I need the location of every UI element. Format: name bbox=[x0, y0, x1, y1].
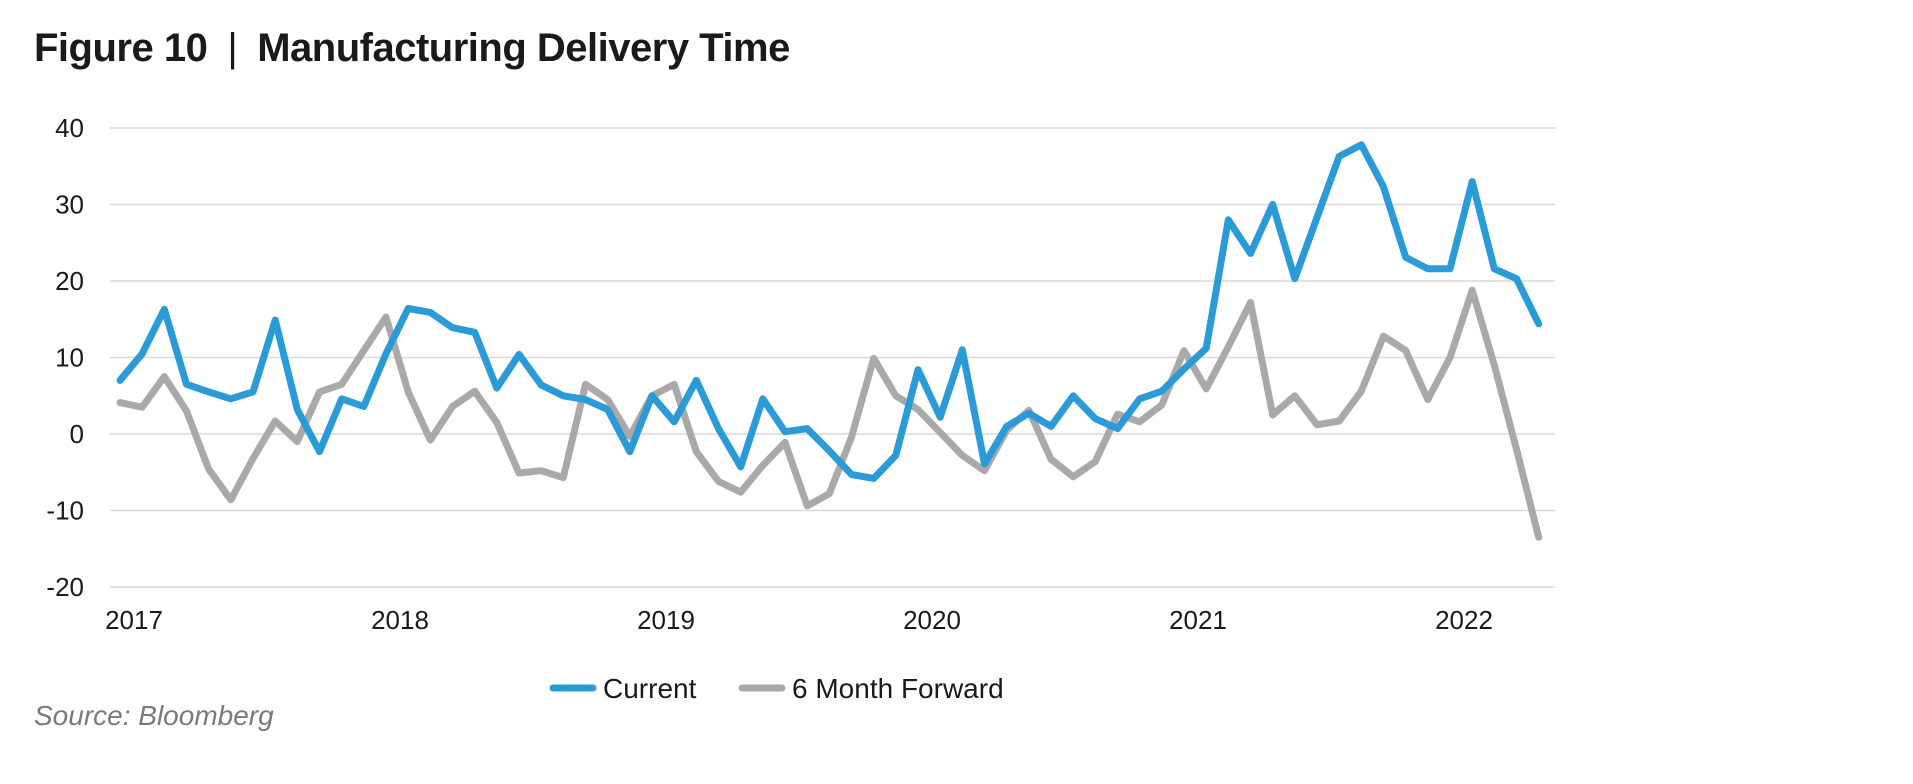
x-tick-label: 2019 bbox=[637, 605, 695, 635]
x-tick-label: 2018 bbox=[371, 605, 429, 635]
y-tick-label: 0 bbox=[70, 419, 84, 449]
x-tick-label: 2021 bbox=[1169, 605, 1227, 635]
y-tick-label: 20 bbox=[55, 266, 84, 296]
x-tick-label: 2017 bbox=[105, 605, 163, 635]
y-tick-label: -20 bbox=[46, 572, 84, 602]
legend-label-6-month-forward: 6 Month Forward bbox=[792, 673, 1004, 704]
title-divider: | bbox=[227, 26, 238, 70]
chart-title: Figure 10 | Manufacturing Delivery Time bbox=[34, 26, 790, 71]
figure-title: Manufacturing Delivery Time bbox=[257, 26, 790, 70]
series-line-current bbox=[116, 141, 1543, 482]
x-tick-label: 2022 bbox=[1435, 605, 1493, 635]
series-line-6-month-forward bbox=[116, 286, 1543, 541]
y-tick-label: 40 bbox=[55, 113, 84, 143]
y-tick-label: -10 bbox=[46, 496, 84, 526]
y-tick-label: 30 bbox=[55, 190, 84, 220]
x-tick-label: 2020 bbox=[903, 605, 961, 635]
y-tick-label: 10 bbox=[55, 343, 84, 373]
source-note: Source: Bloomberg bbox=[34, 700, 274, 731]
figure-number: Figure 10 bbox=[34, 26, 208, 70]
legend-label-current: Current bbox=[603, 673, 697, 704]
